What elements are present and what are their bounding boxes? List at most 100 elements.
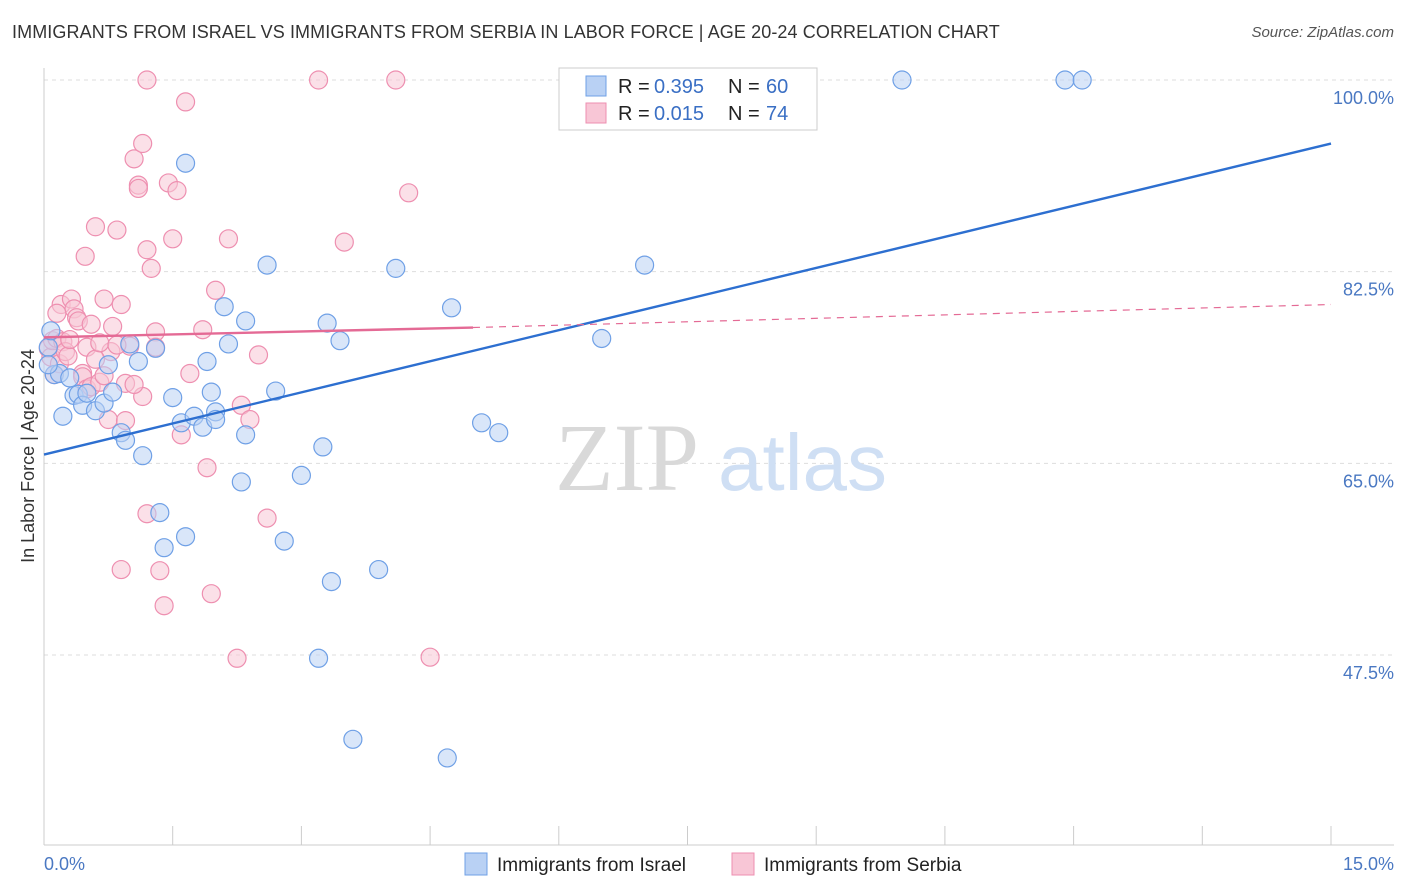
point-israel-48 bbox=[386, 258, 406, 278]
x-tick-label-0: 0.0% bbox=[44, 854, 85, 874]
point-serbia-30 bbox=[111, 559, 131, 580]
point-israel-46 bbox=[343, 729, 363, 749]
point-serbia-10 bbox=[60, 329, 80, 350]
legend-n-label-israel: N = bbox=[728, 76, 760, 98]
correlation-legend: R = 0.395 N = 60 R = 0.015 N = 74 bbox=[558, 67, 818, 131]
point-serbia-56 bbox=[227, 648, 247, 668]
series-legend-swatch-israel bbox=[464, 852, 488, 876]
point-israel-16 bbox=[120, 334, 140, 354]
watermark: ZIP atlas bbox=[555, 404, 887, 511]
y-tick-label-2: 65.0% bbox=[1343, 471, 1394, 491]
y-tick-label-1: 82.5% bbox=[1343, 280, 1394, 300]
legend-n-value-israel: 60 bbox=[766, 76, 788, 98]
point-serbia-50 bbox=[180, 363, 200, 384]
point-israel-51 bbox=[471, 413, 492, 433]
point-israel-56 bbox=[892, 70, 912, 90]
series-legend-label-serbia: Immigrants from Serbia bbox=[764, 855, 962, 876]
point-serbia-44 bbox=[154, 596, 174, 616]
point-serbia-27 bbox=[103, 316, 123, 337]
point-serbia-17 bbox=[75, 246, 95, 266]
point-serbia-49 bbox=[175, 92, 196, 112]
trend-line-extension-serbia bbox=[472, 303, 1332, 329]
point-serbia-36 bbox=[133, 133, 153, 154]
point-israel-5 bbox=[60, 368, 80, 388]
x-tick-labels: 0.0% 15.0% bbox=[44, 854, 1394, 874]
point-serbia-71 bbox=[124, 374, 144, 395]
watermark-zip: ZIP bbox=[555, 404, 699, 511]
point-serbia-47 bbox=[167, 181, 187, 201]
y-axis-label: In Labor Force | Age 20-24 bbox=[18, 349, 38, 563]
legend-swatch-serbia bbox=[585, 102, 607, 124]
legend-swatch-israel bbox=[585, 75, 607, 97]
point-serbia-38 bbox=[137, 70, 157, 90]
point-israel-50 bbox=[441, 298, 462, 318]
watermark-atlas: atlas bbox=[718, 418, 887, 507]
trend-line-serbia bbox=[43, 326, 474, 339]
legend-r-value-serbia: 0.015 bbox=[654, 103, 704, 125]
point-serbia-43 bbox=[150, 561, 170, 581]
point-israel-35 bbox=[236, 311, 256, 331]
point-israel-12 bbox=[98, 355, 118, 375]
point-israel-39 bbox=[274, 531, 294, 551]
legend-r-value-israel: 0.395 bbox=[654, 76, 704, 98]
point-israel-33 bbox=[218, 334, 239, 354]
point-israel-58 bbox=[1072, 70, 1092, 90]
point-israel-29 bbox=[201, 382, 221, 402]
point-israel-20 bbox=[150, 503, 170, 523]
point-israel-24 bbox=[175, 527, 196, 547]
point-israel-9 bbox=[77, 383, 97, 403]
point-serbia-40 bbox=[141, 258, 161, 278]
point-israel-49 bbox=[437, 748, 457, 768]
point-serbia-60 bbox=[257, 508, 277, 528]
x-axis-ticks bbox=[43, 826, 1332, 845]
point-serbia-52 bbox=[197, 458, 217, 478]
point-israel-1 bbox=[41, 321, 61, 341]
point-serbia-59 bbox=[248, 345, 269, 365]
point-israel-13 bbox=[103, 382, 123, 402]
point-israel-52 bbox=[489, 423, 509, 443]
y-tick-label-0: 100.0% bbox=[1333, 88, 1394, 108]
point-serbia-29 bbox=[111, 294, 131, 315]
point-israel-40 bbox=[291, 465, 311, 485]
point-israel-42 bbox=[313, 437, 333, 457]
axes bbox=[43, 68, 1394, 846]
point-serbia-65 bbox=[420, 647, 440, 667]
point-israel-25 bbox=[175, 153, 196, 173]
point-israel-19 bbox=[145, 338, 166, 358]
gridlines bbox=[44, 79, 1394, 656]
y-tick-label-3: 47.5% bbox=[1343, 663, 1394, 683]
point-israel-28 bbox=[197, 351, 217, 372]
legend-n-label-serbia: N = bbox=[728, 103, 760, 125]
series-legend: Immigrants from Israel Immigrants from S… bbox=[464, 852, 962, 876]
legend-n-value-serbia: 74 bbox=[766, 103, 788, 125]
point-israel-21 bbox=[154, 538, 174, 558]
point-serbia-33 bbox=[124, 149, 144, 169]
point-serbia-21 bbox=[85, 217, 106, 237]
point-serbia-53 bbox=[201, 584, 221, 604]
point-israel-41 bbox=[308, 648, 329, 668]
point-serbia-55 bbox=[218, 229, 239, 249]
point-serbia-9 bbox=[58, 346, 78, 366]
point-israel-22 bbox=[163, 388, 183, 408]
point-serbia-24 bbox=[94, 289, 114, 309]
point-israel-57 bbox=[1055, 70, 1075, 90]
point-serbia-73 bbox=[47, 303, 67, 323]
point-israel-54 bbox=[634, 255, 655, 275]
point-serbia-54 bbox=[206, 280, 226, 300]
point-serbia-51 bbox=[193, 320, 213, 340]
chart-title: IMMIGRANTS FROM ISRAEL VS IMMIGRANTS FRO… bbox=[12, 22, 1000, 42]
point-israel-4 bbox=[53, 406, 73, 426]
series-legend-swatch-serbia bbox=[731, 852, 755, 876]
point-serbia-62 bbox=[334, 232, 354, 252]
point-israel-17 bbox=[128, 351, 148, 372]
point-israel-38 bbox=[266, 381, 286, 401]
point-israel-47 bbox=[369, 559, 389, 580]
series-israel-points bbox=[38, 70, 1092, 768]
point-serbia-39 bbox=[137, 240, 157, 260]
trend-lines bbox=[43, 142, 1332, 456]
source-credit: Source: ZipAtlas.com bbox=[1251, 24, 1394, 41]
point-israel-18 bbox=[133, 446, 153, 466]
point-israel-34 bbox=[231, 472, 251, 492]
point-serbia-35 bbox=[128, 178, 148, 199]
